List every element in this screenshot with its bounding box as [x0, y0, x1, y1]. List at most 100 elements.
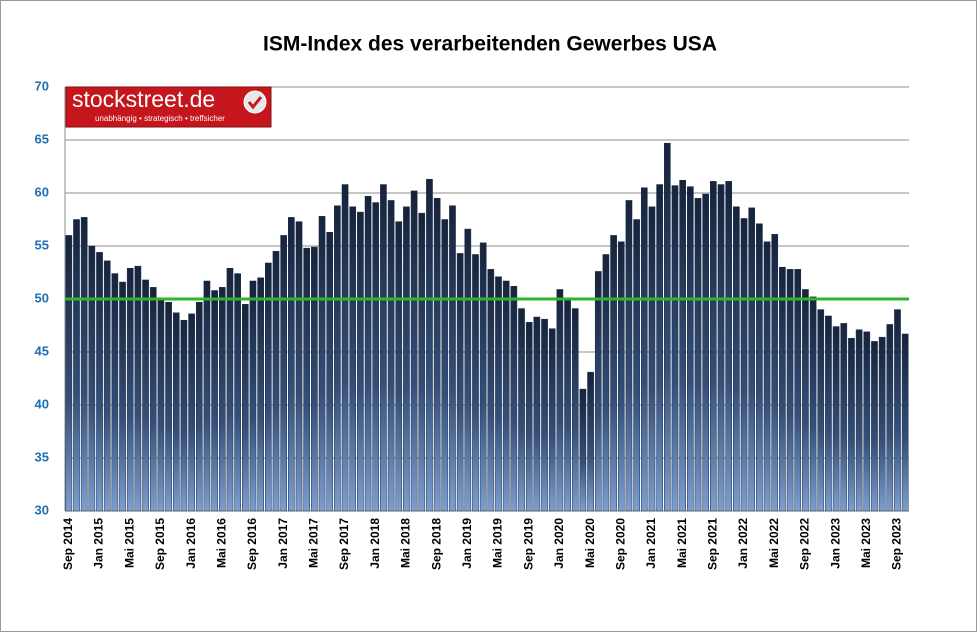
x-tick-label: Jan 2022: [736, 518, 750, 569]
x-tick-label: Mai 2015: [122, 518, 136, 568]
logo: stockstreet.de unabhängig • strategisch …: [65, 86, 272, 128]
bar: [119, 281, 126, 512]
bar: [318, 216, 326, 512]
logo-icon: [243, 90, 267, 114]
bar: [702, 193, 709, 512]
bars: [65, 142, 909, 512]
bar: [855, 329, 863, 512]
logo-check: [247, 96, 263, 110]
x-tick-label: Jan 2018: [368, 518, 382, 569]
bar: [717, 184, 725, 512]
bar: [771, 234, 779, 512]
bar: [226, 268, 234, 512]
bar: [671, 185, 679, 512]
bar: [733, 206, 740, 512]
bar: [863, 331, 871, 512]
x-tick-label: Mai 2019: [491, 518, 505, 568]
bar: [410, 190, 418, 512]
bar: [172, 312, 180, 512]
bar: [848, 337, 855, 512]
bar: [142, 279, 149, 512]
bar: [103, 260, 111, 512]
bar: [456, 253, 464, 512]
x-tick-label: Jan 2019: [460, 518, 474, 569]
bar: [334, 205, 341, 512]
bar: [211, 290, 218, 512]
bar: [418, 212, 426, 512]
y-tick-label: 70: [35, 78, 49, 93]
logo-box: [65, 86, 272, 128]
bar: [357, 211, 364, 512]
x-tick-label: Mai 2022: [767, 518, 781, 568]
x-tick-label: Sep 2016: [245, 518, 259, 570]
bar: [579, 388, 587, 512]
bar: [257, 277, 264, 512]
bar: [679, 180, 686, 512]
x-tick-label: Mai 2021: [675, 518, 689, 568]
logo-name: stockstreet.de: [72, 86, 215, 112]
y-tick-label: 35: [35, 449, 49, 464]
x-tick-label: Sep 2020: [613, 518, 627, 570]
bar: [464, 228, 472, 512]
bar: [265, 262, 272, 512]
x-tick-label: Sep 2019: [521, 518, 535, 570]
bar: [349, 206, 357, 512]
bar: [433, 198, 441, 512]
bar: [303, 247, 311, 512]
y-tick-label: 40: [35, 396, 49, 411]
bar: [571, 308, 579, 512]
bar: [587, 371, 594, 512]
bar: [748, 207, 756, 512]
bar: [449, 205, 456, 512]
bar: [272, 251, 280, 512]
bar: [541, 318, 548, 512]
x-tick-label: Jan 2017: [276, 518, 290, 569]
x-tick-label: Mai 2017: [307, 518, 321, 568]
y-tick-label: 45: [35, 343, 49, 358]
bar: [403, 206, 410, 512]
bar: [426, 178, 433, 512]
x-tick-label: Mai 2018: [399, 518, 413, 568]
x-tick-label: Sep 2021: [706, 518, 720, 570]
bar: [502, 280, 510, 512]
bar: [80, 217, 88, 512]
bar: [656, 184, 663, 512]
bar: [617, 241, 625, 512]
bar: [73, 219, 80, 512]
y-tick-label: 30: [35, 502, 49, 517]
bar: [640, 187, 648, 512]
x-tick-label: Jan 2023: [828, 518, 842, 569]
bar: [786, 269, 794, 512]
bar: [602, 254, 610, 512]
x-tick-label: Sep 2023: [890, 518, 904, 570]
bar: [533, 316, 541, 512]
x-tick-label: Sep 2015: [153, 518, 167, 570]
bar: [610, 235, 617, 512]
bar: [687, 186, 694, 512]
bar: [871, 341, 878, 512]
bar: [126, 268, 134, 512]
bar: [756, 223, 763, 512]
x-tick-label: Mai 2016: [214, 518, 228, 568]
bar: [840, 323, 848, 512]
bar: [894, 309, 901, 512]
bar: [694, 198, 702, 512]
x-tick-label: Jan 2021: [644, 518, 658, 569]
bar: [648, 206, 656, 512]
bar: [487, 269, 495, 512]
bar: [832, 326, 840, 512]
bar: [134, 265, 142, 512]
bar: [886, 324, 894, 512]
bar: [203, 280, 211, 512]
bar: [594, 271, 602, 512]
x-tick-label: Jan 2016: [184, 518, 198, 569]
bar: [149, 287, 157, 512]
bar: [165, 301, 172, 512]
bar: [625, 200, 633, 512]
bar: [195, 301, 203, 512]
bar: [825, 315, 832, 512]
bar: [802, 289, 809, 512]
bar: [218, 287, 226, 512]
bar: [763, 241, 771, 512]
